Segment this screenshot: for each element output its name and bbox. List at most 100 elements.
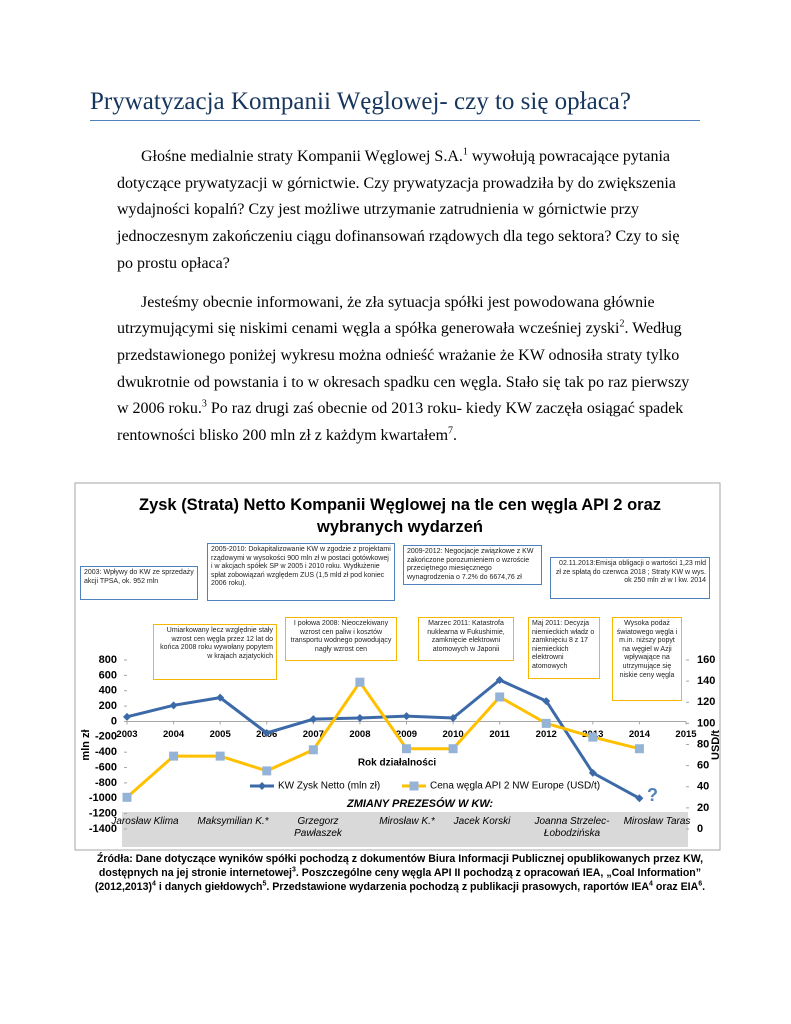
text-run: oraz EIA (652, 881, 699, 893)
annotation: 2005-2010: Dokapitalizowanie KW w zgodzi… (207, 543, 395, 601)
legend-label: Cena węgla API 2 NW Europe (USD/t) (430, 781, 600, 792)
text-run: Głośne medialnie straty Kompanii Węglowe… (141, 148, 463, 165)
annotation: Maj 2011: Decyzja niemieckich władz o za… (528, 617, 600, 679)
management-name: Grzegorz Pawłaszek (294, 816, 342, 839)
text-run: wywołują powracające pytania dotyczące p… (117, 148, 680, 272)
management-name: Mirosław Taras (623, 816, 691, 827)
y-tick-label: 0 (111, 715, 117, 727)
data-point (588, 732, 598, 742)
footnote-ref: 3 (291, 866, 296, 874)
x-tick-label: 2003 (116, 729, 137, 740)
x-tick-label: 2014 (629, 729, 651, 740)
text-run: . (702, 881, 706, 893)
data-point (355, 677, 365, 687)
data-point (123, 712, 131, 721)
y2-tick-label: 100 (697, 717, 715, 729)
management-band (122, 812, 688, 847)
question-note: ? (647, 785, 658, 805)
y2-tick-label: 40 (697, 781, 709, 793)
y-tick-label: 400 (99, 685, 117, 697)
annotation: Umiarkowany lecz względnie stały wzrost … (153, 624, 277, 680)
data-point (541, 718, 551, 728)
data-point (542, 697, 551, 706)
y-tick-label: -800 (95, 777, 117, 789)
data-point (215, 751, 225, 761)
text-run: . Poszczególne ceny węgla API II pochodz… (94, 867, 702, 893)
footnote-ref: 4 (152, 880, 156, 888)
data-point (635, 794, 644, 803)
document-title: Prywatyzacja Kompanii Węglowej- czy to s… (90, 88, 700, 121)
data-point (169, 751, 179, 761)
annotation: 2009-2012: Negocjacje związkowe z KW zak… (403, 545, 542, 585)
annotation: Marzec 2011: Katastrofa nuklearna w Fuku… (418, 617, 514, 661)
text-run: Jesteśmy obecnie informowani, że zła syt… (117, 293, 655, 338)
management-name: Mirosław K.* (379, 816, 435, 827)
annotation: 02.11.2013:Emisja obligacji o wartości 1… (550, 557, 710, 599)
footnote-ref: 1 (462, 146, 468, 158)
chart-title: Zysk (Strata) Netto Kompanii Węglowej na… (139, 496, 661, 536)
legend-marker (258, 782, 266, 790)
management-name: Joanna Strzelec-Łobodzińska (534, 816, 610, 839)
paragraph: Głośne medialnie straty Kompanii Węglowe… (117, 144, 695, 278)
y2-tick-label: 140 (697, 675, 715, 687)
footnote-ref: 5 (262, 880, 267, 888)
y2-axis-title: USD/t (710, 730, 722, 760)
y-tick-label: -600 (95, 761, 117, 773)
y2-tick-label: 60 (697, 760, 709, 772)
y-tick-label: -400 (95, 746, 117, 758)
data-point (309, 715, 318, 724)
text-run: . Według przedstawionego poniżej wykresu… (117, 320, 690, 418)
annotation: 2003: Wpływy do KW ze sprzedaży akcji TP… (80, 566, 198, 600)
text-run: . (453, 427, 458, 445)
data-point (449, 713, 458, 722)
data-point (262, 728, 271, 737)
y-tick-label: 600 (99, 669, 117, 681)
text-run: Źródła: Dane dotyczące wyników spółki po… (96, 853, 704, 879)
footnote-ref: 7 (448, 425, 454, 437)
x-tick-label: 2015 (675, 729, 697, 740)
footnote-ref: 4 (649, 880, 653, 888)
annotation: Wysoka podaż światowego węgla i m.in. ni… (612, 617, 682, 701)
y2-tick-label: 120 (697, 696, 715, 708)
y-tick-label: -200 (95, 731, 117, 743)
x-tick-label: 2008 (349, 729, 370, 740)
data-point (448, 744, 458, 754)
data-point (588, 768, 597, 777)
paragraph: Jesteśmy obecnie informowani, że zła syt… (117, 290, 695, 450)
text-run: i danych giełdowych (155, 881, 263, 893)
management-name: Jarosław Klima (111, 816, 179, 827)
y2-tick-label: 80 (697, 738, 709, 750)
x-tick-label: 2011 (489, 729, 510, 740)
x-tick-label: 2010 (443, 729, 464, 740)
y-tick-label: -1000 (89, 792, 117, 804)
x-axis-title: Rok działalności (358, 758, 437, 769)
x-tick-label: 2007 (303, 729, 324, 740)
text-run: . Przedstawione wydarzenia pochodzą z pu… (266, 881, 650, 893)
footnote-ref: 6 (698, 880, 703, 888)
management-title: ZMIANY PREZESÓW W KW: (346, 798, 494, 810)
data-point (634, 744, 644, 754)
data-point (308, 745, 318, 755)
y-tick-label: -1400 (89, 823, 117, 835)
data-point (402, 744, 411, 754)
x-tick-label: 2004 (163, 729, 185, 740)
legend-marker (409, 781, 419, 791)
x-tick-label: 2005 (210, 729, 232, 740)
data-point (355, 713, 364, 722)
annotation: I połowa 2008: Nieoczekiwany wzrost cen … (285, 617, 397, 661)
management-name: Maksymilian K.* (197, 816, 269, 827)
data-point (216, 693, 225, 702)
y-tick-label: -1200 (89, 808, 117, 820)
body-text: Głośne medialnie straty Kompanii Węglowe… (117, 144, 695, 462)
y2-tick-label: 0 (697, 823, 703, 835)
text-run: Po raz drugi zaś obecnie od 2013 roku- k… (117, 400, 684, 445)
legend-label: KW Zysk Netto (mln zł) (278, 781, 380, 792)
x-tick-label: 2009 (396, 729, 417, 740)
data-point (262, 766, 272, 776)
y-tick-label: 800 (99, 654, 117, 666)
x-tick-label: 2012 (536, 729, 557, 740)
data-point (495, 675, 504, 684)
data-point (495, 692, 505, 702)
y2-tick-label: 160 (697, 654, 715, 666)
